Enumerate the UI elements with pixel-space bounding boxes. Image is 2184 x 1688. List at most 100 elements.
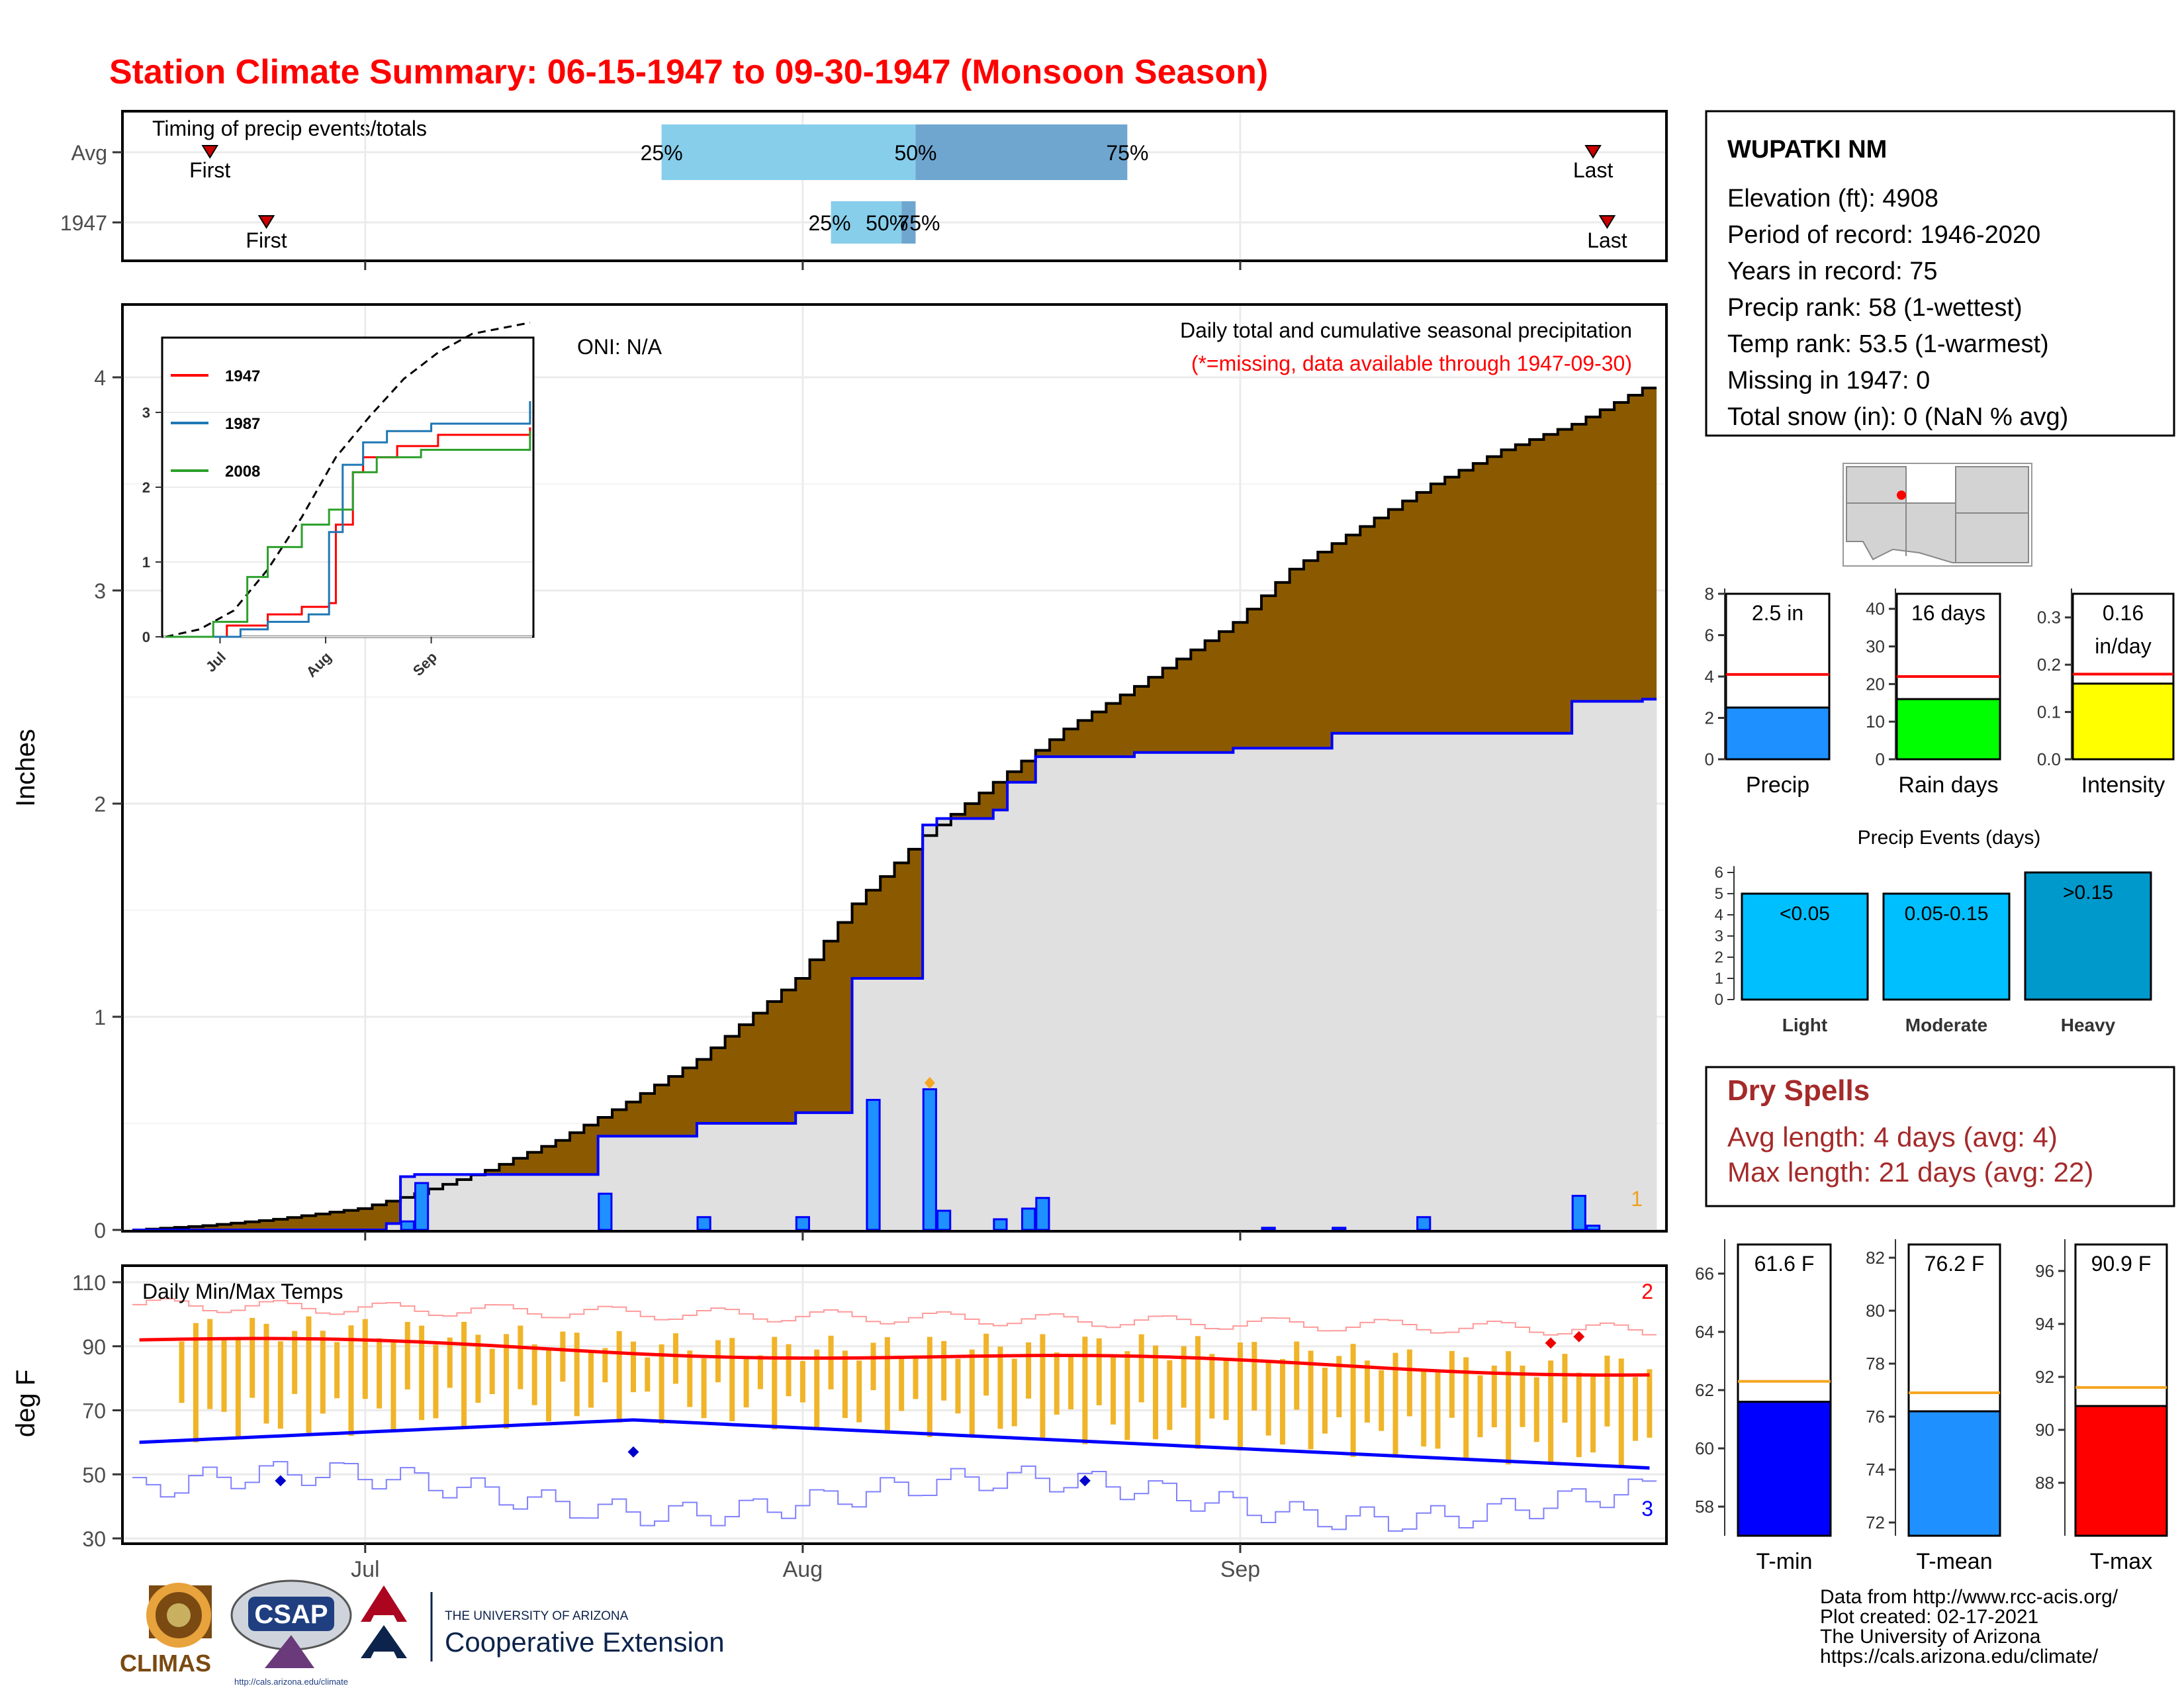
mini-bar-y-tick-label: 6 (1705, 626, 1714, 645)
footer-line-4: https://cals.arizona.edu/climate/ (1820, 1646, 2099, 1667)
precip-y-axis-label: Inches (11, 729, 40, 807)
mini-bar-category-label: T-min (1756, 1549, 1813, 1574)
daily-temp-bar (1548, 1360, 1554, 1462)
ua-big-text: Cooperative Extension (445, 1626, 725, 1658)
temp-panel-border (121, 1264, 1668, 1545)
mini-bar-y-tick-label: 0.1 (2037, 702, 2061, 722)
daily-temp-bar (489, 1348, 495, 1395)
daily-temp-bar (1435, 1369, 1441, 1449)
station-missing: Missing in 1947: 0 (1727, 367, 1930, 395)
timing-label-q75-1: 75% (897, 211, 940, 235)
temp-x-tick-label-0: Jul (351, 1557, 379, 1582)
daily-temp-bar (645, 1357, 651, 1392)
daily-precip-bar (936, 1209, 952, 1231)
timing-box-lower-0 (661, 124, 916, 180)
daily-temp-bar (1533, 1377, 1539, 1442)
daily-temp-bar (1237, 1342, 1243, 1451)
timing-marker-last-0 (1584, 145, 1602, 159)
events-y-tick-label: 1 (1715, 970, 1723, 988)
daily-temp-bar (828, 1335, 834, 1389)
mini-bar-category-label: Rain days (1898, 773, 1998, 798)
mini-bar-y-tick-label: 92 (2035, 1367, 2054, 1387)
daily-temp-bar (1054, 1352, 1060, 1415)
events-y-tick-label: 2 (1715, 949, 1723, 966)
temp-panel-title: Daily Min/Max Temps (142, 1280, 343, 1303)
daily-temp-bar (927, 1336, 933, 1438)
climas-logo-text: CLIMAS (120, 1650, 211, 1677)
precip-y-tick-label-0: 0 (94, 1219, 106, 1243)
station-elevation: Elevation (ft): 4908 (1727, 185, 1938, 212)
avg-min-temp-line (139, 1418, 1650, 1470)
mini-bar-y-tick-label: 0 (1876, 749, 1885, 769)
daily-temp-bar (235, 1336, 241, 1440)
record-high-marker (1545, 1337, 1557, 1349)
mini-bar-value-label: 61.6 F (1754, 1252, 1815, 1276)
daily-temp-bar (1209, 1354, 1215, 1419)
daily-temp-bar (1294, 1341, 1300, 1410)
timing-label-first-1: First (246, 228, 287, 252)
daily-temp-bar (560, 1331, 566, 1382)
daily-temp-bar (814, 1349, 820, 1430)
daily-temp-bar (1167, 1360, 1173, 1430)
daily-temp-bar (531, 1344, 537, 1405)
daily-temp-bar (362, 1319, 368, 1399)
footer-credits: Data from http://www.rcc-acis.org/ Plot … (1820, 1586, 2118, 1667)
station-location-dot (1897, 491, 1906, 500)
station-info-box: WUPATKI NM Elevation (ft): 4908 Period o… (1705, 110, 2175, 437)
timing-marker-last-1 (1598, 215, 1616, 229)
daily-temp-bar (1618, 1358, 1624, 1468)
daily-temp-bar (757, 1355, 763, 1389)
mini-bar-chart-intensity: 0.0 0.1 0.2 0.3 0.16 in/day Intensity (2037, 588, 2175, 798)
timing-label-last-0: Last (1573, 158, 1614, 182)
daily-temp-bar (1068, 1356, 1074, 1410)
mini-bar-y-tick-label: 78 (1866, 1354, 1885, 1374)
temp-y-tick-label-0: 30 (82, 1527, 106, 1551)
precip-events-chart: 0 1 2 3 4 5 6 <0.05 Light 0.05-0.15 Moderate >0.15 H… (1715, 864, 2152, 1035)
daily-temp-bar (884, 1336, 890, 1431)
locator-map (1843, 463, 2032, 567)
station-years: Years in record: 75 (1727, 258, 1938, 285)
temp-y-axis-label: deg F (11, 1370, 40, 1437)
daily-temp-bar (377, 1338, 383, 1409)
daily-temp-bar (1040, 1334, 1046, 1440)
daily-temp-bar (404, 1321, 410, 1389)
inset-legend-label-1987: 1987 (225, 415, 260, 433)
mini-bar-y-tick-label: 90 (2035, 1420, 2054, 1440)
mini-bar-y-tick-label: 0.0 (2037, 749, 2061, 769)
daily-temp-bar (504, 1334, 510, 1429)
daily-precip-bar (1332, 1227, 1347, 1231)
daily-temp-bar (1124, 1351, 1130, 1440)
mini-bar-y-tick-label: 20 (1866, 674, 1885, 694)
daily-temp-bar (687, 1350, 693, 1407)
daily-temp-bar (701, 1358, 707, 1419)
record-high-line (132, 1297, 1657, 1336)
inset-y-tick-label-2: 2 (142, 479, 150, 496)
mini-bar-value-label: 76.2 F (1925, 1252, 1985, 1276)
daily-temp-bar (207, 1319, 213, 1409)
record-low-line (132, 1461, 1657, 1532)
mini-bar-y-tick-label: 88 (2035, 1473, 2054, 1493)
cumulative-1947-line (132, 698, 1657, 1231)
mini-bar-value-bar (1725, 706, 1831, 761)
timing-label-q50-1: 50% (866, 211, 908, 235)
mini-bar-y-tick-label: 40 (1866, 599, 1885, 619)
inset-y-tick-label-1: 1 (142, 554, 150, 571)
timing-marker-first-1 (257, 215, 275, 229)
daily-temp-bar (729, 1338, 735, 1421)
mini-bar-y-tick-label: 94 (2035, 1314, 2054, 1334)
daily-temp-bar (1449, 1350, 1455, 1418)
timing-row-label-1947: 1947 (60, 211, 107, 235)
events-bar-heavy (2024, 871, 2152, 1001)
temp-max-corner-label: 2 (1641, 1280, 1653, 1303)
oni-label: ONI: N/A (577, 335, 662, 359)
daily-temp-bar (518, 1325, 523, 1389)
precip-note-1: Daily total and cumulative seasonal prec… (1180, 318, 1632, 342)
precip-y-tick-label-4: 4 (94, 366, 106, 390)
mini-bar-y-tick-label: 8 (1705, 584, 1714, 604)
daily-temp-bar (546, 1350, 552, 1422)
inset-series-line-2008 (165, 431, 531, 638)
daily-temp-bar (997, 1346, 1003, 1429)
station-period: Period of record: 1946-2020 (1727, 221, 2040, 249)
record-low-marker (627, 1446, 639, 1458)
